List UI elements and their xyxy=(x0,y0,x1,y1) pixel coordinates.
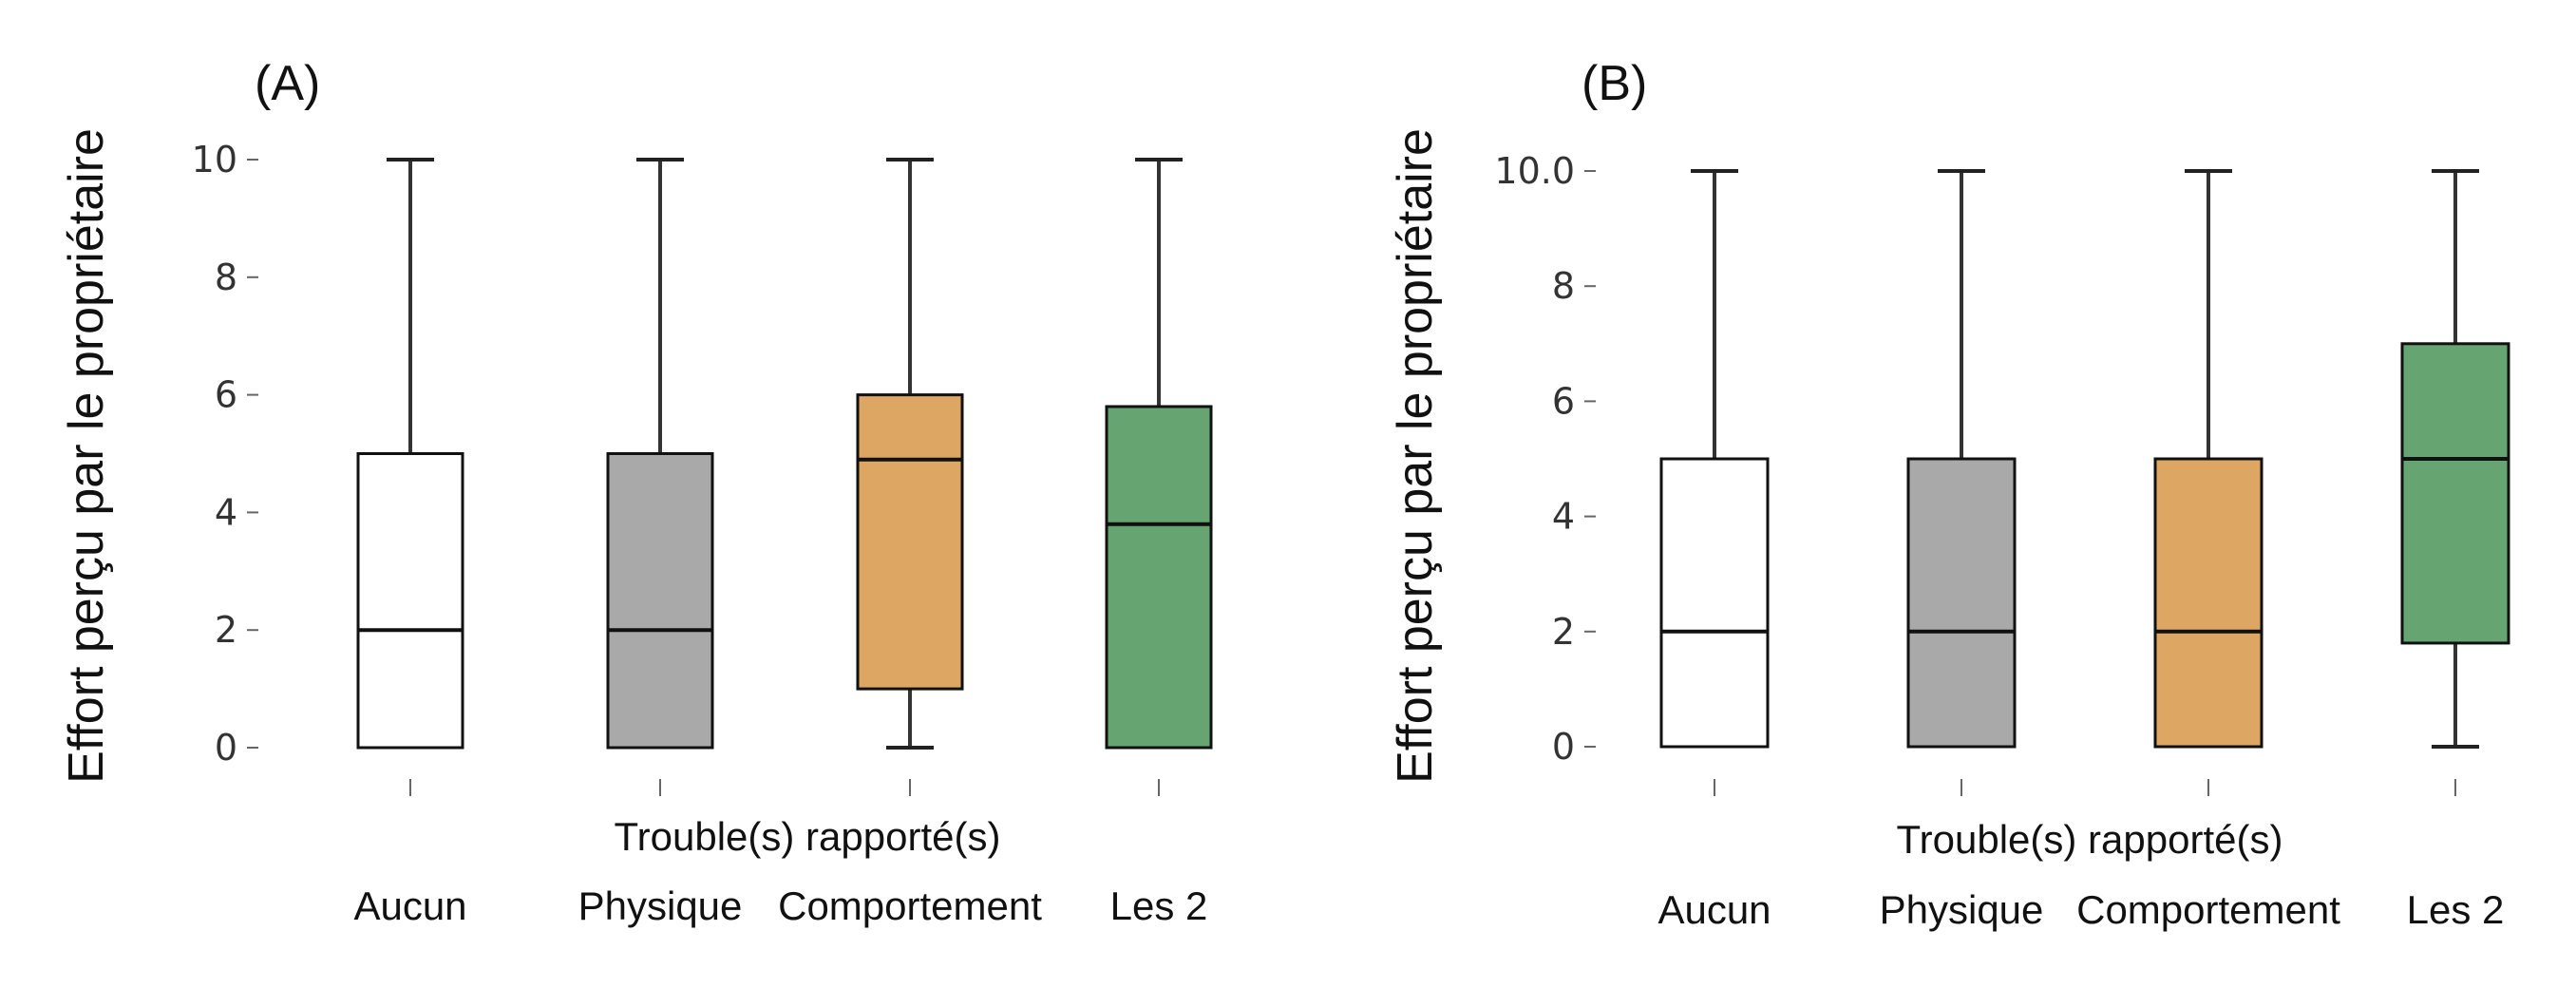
y-tick-label: 8 xyxy=(1552,265,1575,307)
y-tick-label: 2 xyxy=(215,609,237,651)
panel-label: (A) xyxy=(255,56,320,111)
category-label: Comportement xyxy=(778,884,1042,928)
box-aucun xyxy=(1659,169,1770,749)
box-body xyxy=(2400,342,2510,645)
box-body xyxy=(1105,405,1213,750)
box-les-2 xyxy=(1105,158,1213,750)
y-tick-label: 6 xyxy=(215,374,237,416)
box-les-2 xyxy=(2400,169,2510,749)
category-label: Physique xyxy=(578,884,743,928)
y-tick-label: 10 xyxy=(192,139,237,180)
category-label: Les 2 xyxy=(1110,884,1208,928)
y-tick-label: 4 xyxy=(215,491,237,533)
chart-panel-a: (A) Effort perçu par le propriétaire 0 2 4 6 8… xyxy=(59,56,1213,928)
category-label: Aucun xyxy=(353,884,466,928)
box-body xyxy=(856,393,964,691)
box-comportement xyxy=(2153,169,2263,749)
box-physique xyxy=(1906,169,2017,749)
y-tick-label: 0 xyxy=(1552,726,1575,768)
box-comportement xyxy=(856,158,964,750)
y-tick-label: 4 xyxy=(1552,496,1575,538)
category-label: Les 2 xyxy=(2407,887,2505,932)
box-body xyxy=(2153,457,2263,749)
y-tick-label: 10.0 xyxy=(1494,150,1575,192)
y-axis-title: Effort perçu par le propriétaire xyxy=(1388,128,1443,784)
y-axis-title: Effort perçu par le propriétaire xyxy=(59,128,114,784)
y-tick-label: 6 xyxy=(1552,380,1575,422)
category-label: Physique xyxy=(1880,887,2044,932)
box-body xyxy=(1906,457,2017,749)
box-aucun xyxy=(356,158,464,750)
x-axis-title: Trouble(s) rapporté(s) xyxy=(615,814,1001,859)
box-body xyxy=(356,452,464,750)
box-body xyxy=(1659,457,1770,749)
y-tick-label: 2 xyxy=(1552,611,1575,653)
chart-panel-b: (B) Effort perçu par le propriétaire 0 2 4 6 8… xyxy=(1388,56,2510,932)
box-physique xyxy=(606,158,714,750)
category-label: Comportement xyxy=(2076,887,2340,932)
y-tick-label: 8 xyxy=(215,256,237,298)
box-body xyxy=(606,452,714,750)
category-label: Aucun xyxy=(1657,887,1771,932)
x-axis-title: Trouble(s) rapporté(s) xyxy=(1897,817,2283,862)
y-tick-label: 0 xyxy=(215,727,237,769)
panel-label: (B) xyxy=(1582,56,1647,111)
